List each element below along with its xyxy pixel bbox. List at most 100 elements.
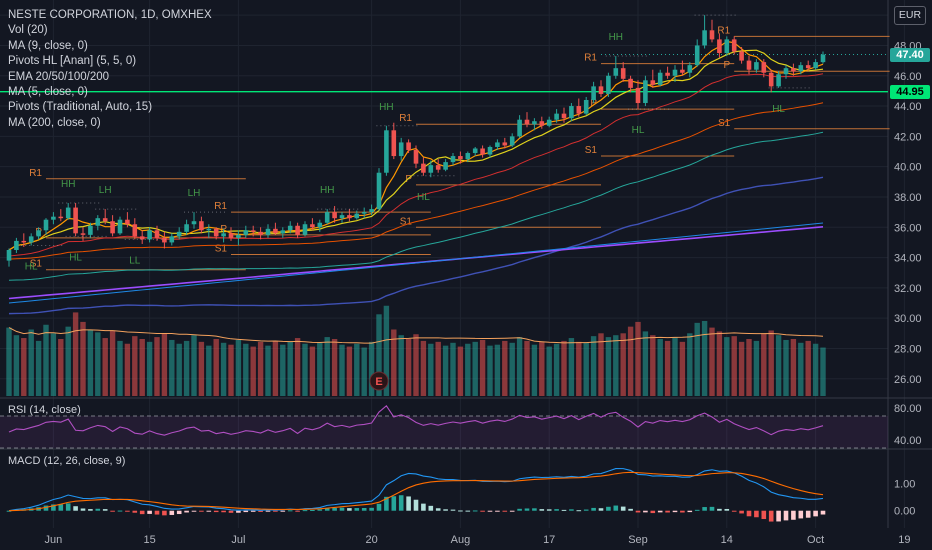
volume-bar <box>324 337 330 396</box>
ema-100-line <box>8 131 824 281</box>
macd-histogram-bar <box>798 510 804 519</box>
rsi-legend[interactable]: RSI (14, close) <box>8 404 81 416</box>
candle-body <box>472 148 478 154</box>
macd-histogram-bar <box>554 509 559 511</box>
axes: 50.0048.0046.0044.0042.0040.0038.0036.00… <box>45 10 922 546</box>
time-tick-label: Jul <box>231 534 245 546</box>
volume-bar <box>102 338 108 396</box>
time-tick-label: 19 <box>898 534 910 546</box>
volume-bar <box>783 339 789 396</box>
ema-200-line <box>8 176 824 315</box>
macd-histogram-bar <box>805 510 811 518</box>
volume-bar <box>368 341 375 396</box>
candle-body <box>132 224 138 237</box>
volume-bar <box>576 341 582 396</box>
volume-bar <box>117 340 123 396</box>
candle-body <box>717 39 722 54</box>
candle-body <box>176 231 182 237</box>
candle-body <box>28 236 34 243</box>
price-tick-label: 26.00 <box>894 374 922 386</box>
candle-body <box>169 236 175 243</box>
volume-bar <box>302 343 308 396</box>
candle-body <box>739 51 744 61</box>
candle-body <box>798 65 804 72</box>
candle-body <box>443 162 448 170</box>
macd-histogram-bar <box>228 510 234 513</box>
volume-bar <box>198 341 205 396</box>
volume-bar <box>428 343 434 396</box>
macd-histogram-bar <box>517 508 522 511</box>
candle-body <box>517 119 522 137</box>
volume-bar <box>605 337 612 396</box>
volume-bar <box>405 339 412 396</box>
volume-bars: E <box>6 305 826 396</box>
macd-histogram-bar <box>480 510 485 512</box>
candle-body <box>332 212 337 219</box>
volume-bar <box>13 335 20 396</box>
volume-bar <box>590 336 597 396</box>
volume-bar <box>398 335 404 396</box>
pivot-s1-label: S1 <box>215 244 228 255</box>
candle-body <box>435 165 441 170</box>
macd-histogram-bar <box>717 508 722 511</box>
price-tick-label: 46.00 <box>894 71 922 83</box>
volume-bar <box>553 343 560 396</box>
price-tick-label: 28.00 <box>894 343 922 355</box>
candle-body <box>761 62 767 73</box>
macd-histogram-bar <box>413 499 419 511</box>
macd-histogram-bar <box>487 510 493 512</box>
volume-bar <box>768 330 774 396</box>
macd-histogram-bar <box>739 510 744 514</box>
candle-body <box>273 228 278 234</box>
macd-histogram-bar <box>569 509 574 511</box>
pivot-s1-label: S1 <box>30 259 43 270</box>
candle-body <box>805 65 811 69</box>
candle-body <box>184 224 189 232</box>
volume-bar <box>161 333 168 396</box>
volume-bar <box>331 339 338 396</box>
volume-bar <box>309 346 316 396</box>
pivot-hl-label: HL <box>417 192 430 203</box>
volume-bar <box>627 326 634 396</box>
macd-histogram-bar <box>6 510 12 512</box>
time-tick-label: Sep <box>628 534 648 546</box>
candle-body <box>428 165 434 173</box>
time-tick-label: 14 <box>721 534 733 546</box>
macd-histogram-bar <box>768 510 774 522</box>
macd-histogram-bar <box>591 507 596 511</box>
time-tick-label: Oct <box>807 534 824 546</box>
rsi-line <box>8 405 824 436</box>
macd-histogram-bar <box>73 506 78 511</box>
candle-body <box>221 233 226 237</box>
macd-histogram-bar <box>443 509 448 511</box>
candle-body <box>51 216 56 220</box>
volume-bar <box>568 338 575 396</box>
macd-histogram-bar <box>702 507 707 511</box>
macd-histogram-bar <box>213 510 219 513</box>
macd-histogram-bar <box>761 510 767 520</box>
macd-histogram-bar <box>339 507 345 511</box>
candle-body <box>228 233 234 238</box>
macd-histogram-bar <box>295 510 300 512</box>
macd-legend[interactable]: MACD (12, 26, close, 9) <box>8 455 126 467</box>
volume-bar <box>583 342 589 396</box>
macd-histogram-bar <box>657 510 663 513</box>
candle-body <box>672 69 678 76</box>
volume-bar <box>494 344 501 396</box>
candle-body <box>576 106 582 114</box>
candle-body <box>302 224 308 235</box>
candle-body <box>569 106 574 119</box>
volume-bar <box>235 339 242 396</box>
candle-body <box>191 221 197 225</box>
currency-button[interactable]: EUR <box>894 6 926 25</box>
macd-histogram-bar <box>265 510 271 512</box>
macd-histogram-bar <box>391 496 397 511</box>
macd-histogram-bar <box>324 507 330 511</box>
macd-histogram-bar <box>791 510 796 520</box>
volume-bar <box>531 344 538 396</box>
candle-body <box>687 65 693 73</box>
volume-bar <box>58 339 64 396</box>
macd-histogram-bar <box>583 509 589 511</box>
macd-histogram-bar <box>502 510 508 512</box>
